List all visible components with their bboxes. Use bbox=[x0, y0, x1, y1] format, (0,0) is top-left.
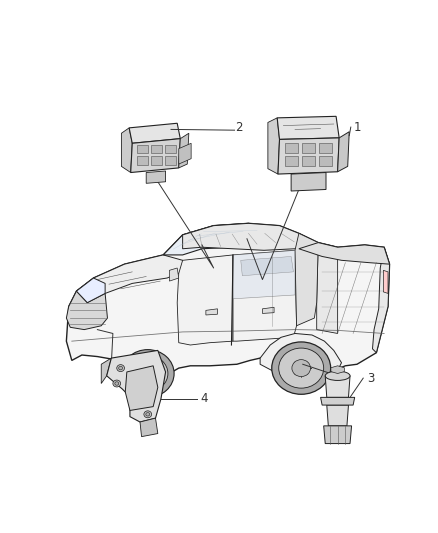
Polygon shape bbox=[165, 156, 176, 165]
Polygon shape bbox=[163, 223, 276, 255]
Ellipse shape bbox=[292, 360, 311, 377]
Polygon shape bbox=[67, 291, 107, 329]
Ellipse shape bbox=[117, 365, 124, 372]
Polygon shape bbox=[299, 243, 389, 264]
Polygon shape bbox=[262, 308, 274, 313]
Polygon shape bbox=[277, 116, 339, 140]
Polygon shape bbox=[241, 256, 293, 276]
Polygon shape bbox=[317, 243, 338, 334]
Ellipse shape bbox=[146, 413, 150, 416]
Polygon shape bbox=[129, 123, 180, 143]
Text: 3: 3 bbox=[367, 372, 374, 385]
Polygon shape bbox=[179, 143, 191, 164]
Polygon shape bbox=[260, 334, 342, 374]
Polygon shape bbox=[319, 156, 332, 166]
Polygon shape bbox=[372, 247, 389, 353]
Ellipse shape bbox=[127, 356, 168, 392]
Polygon shape bbox=[383, 270, 388, 294]
Polygon shape bbox=[206, 309, 218, 315]
Ellipse shape bbox=[115, 382, 119, 385]
Ellipse shape bbox=[279, 348, 324, 388]
Polygon shape bbox=[140, 418, 158, 437]
Polygon shape bbox=[177, 255, 233, 345]
Polygon shape bbox=[325, 376, 350, 398]
Polygon shape bbox=[324, 426, 352, 443]
Polygon shape bbox=[331, 366, 344, 374]
Ellipse shape bbox=[139, 366, 156, 381]
Polygon shape bbox=[285, 156, 298, 166]
Polygon shape bbox=[321, 398, 355, 405]
Polygon shape bbox=[302, 156, 315, 166]
Polygon shape bbox=[146, 171, 166, 183]
Polygon shape bbox=[137, 145, 148, 154]
Text: 2: 2 bbox=[235, 120, 242, 134]
Ellipse shape bbox=[119, 366, 123, 370]
Polygon shape bbox=[291, 173, 326, 191]
Ellipse shape bbox=[325, 371, 350, 381]
Ellipse shape bbox=[272, 342, 331, 394]
Polygon shape bbox=[170, 268, 179, 281]
Polygon shape bbox=[67, 223, 389, 379]
Polygon shape bbox=[151, 145, 162, 154]
Polygon shape bbox=[131, 139, 180, 173]
Polygon shape bbox=[278, 138, 339, 174]
Ellipse shape bbox=[113, 380, 120, 387]
Polygon shape bbox=[77, 255, 187, 306]
Text: 1: 1 bbox=[353, 120, 361, 134]
Polygon shape bbox=[77, 278, 105, 303]
Polygon shape bbox=[151, 156, 162, 165]
Polygon shape bbox=[165, 145, 176, 154]
Polygon shape bbox=[121, 128, 132, 173]
Polygon shape bbox=[125, 366, 158, 410]
Polygon shape bbox=[295, 233, 318, 326]
Polygon shape bbox=[338, 132, 349, 172]
Ellipse shape bbox=[121, 350, 174, 398]
Polygon shape bbox=[268, 118, 279, 174]
Text: 4: 4 bbox=[201, 392, 208, 406]
Polygon shape bbox=[327, 405, 349, 426]
Ellipse shape bbox=[144, 411, 152, 418]
Polygon shape bbox=[285, 142, 298, 152]
Polygon shape bbox=[183, 223, 314, 251]
Polygon shape bbox=[107, 350, 166, 422]
Polygon shape bbox=[233, 251, 295, 299]
Polygon shape bbox=[302, 142, 315, 152]
Polygon shape bbox=[101, 358, 111, 384]
Polygon shape bbox=[319, 142, 332, 152]
Polygon shape bbox=[137, 156, 148, 165]
Polygon shape bbox=[233, 251, 297, 341]
Polygon shape bbox=[179, 133, 189, 168]
